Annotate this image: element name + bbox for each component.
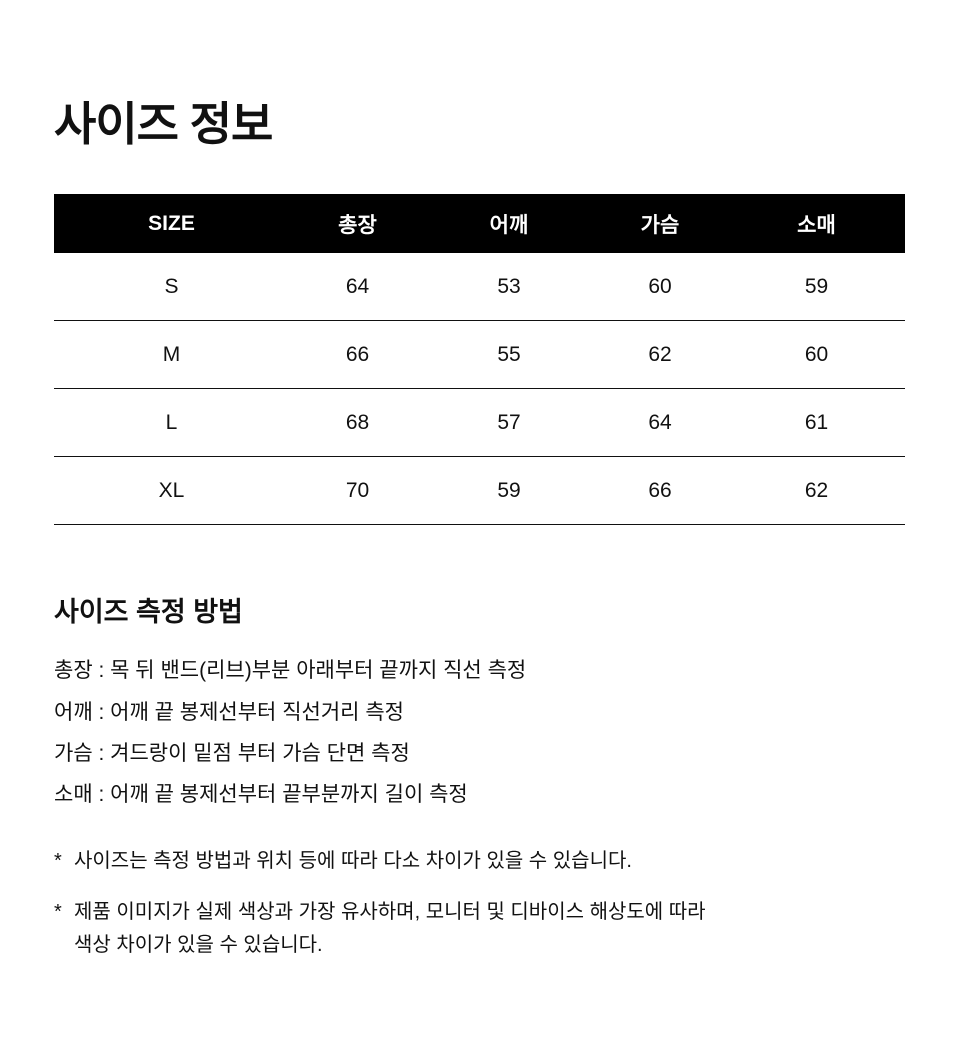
measure-line: 총장 : 목 뒤 밴드(리브)부분 아래부터 끝까지 직선 측정 — [54, 659, 527, 682]
size-table: SIZE 총장 어깨 가슴 소매 S 64 53 60 59 M 66 55 62 60 L 68… — [54, 194, 905, 525]
header-size: SIZE — [54, 194, 289, 253]
cell: S — [54, 253, 289, 321]
cell: 53 — [426, 253, 592, 321]
cell: 62 — [592, 320, 728, 389]
measure-line: 가슴 : 겨드랑이 밑점 부터 가슴 단면 측정 — [54, 742, 410, 765]
cell: 64 — [289, 253, 426, 321]
header-length: 총장 — [289, 194, 426, 253]
cell: 62 — [728, 456, 905, 525]
table-row: M 66 55 62 60 — [54, 320, 905, 389]
table-row: S 64 53 60 59 — [54, 253, 905, 321]
note-text: 사이즈는 측정 방법과 위치 등에 따라 다소 차이가 있을 수 있습니다. — [74, 850, 632, 872]
measure-title: 사이즈 측정 방법 — [54, 597, 243, 627]
cell: 60 — [592, 253, 728, 321]
cell: 59 — [426, 456, 592, 525]
cell: 55 — [426, 320, 592, 389]
table-header-row: SIZE 총장 어깨 가슴 소매 — [54, 194, 905, 253]
cell: M — [54, 320, 289, 389]
note-2: * 제품 이미지가 실제 색상과 가장 유사하며, 모니터 및 디바이스 해상도에… — [54, 896, 706, 962]
cell: XL — [54, 456, 289, 525]
cell: 66 — [592, 456, 728, 525]
table-row: XL 70 59 66 62 — [54, 456, 905, 525]
cell: 60 — [728, 320, 905, 389]
cell: 70 — [289, 456, 426, 525]
cell: L — [54, 388, 289, 457]
cell: 66 — [289, 320, 426, 389]
cell: 68 — [289, 388, 426, 457]
measure-line: 소매 : 어깨 끝 봉제선부터 끝부분까지 길이 측정 — [54, 783, 468, 806]
header-chest: 가슴 — [592, 194, 728, 253]
note-text: 제품 이미지가 실제 색상과 가장 유사하며, 모니터 및 디바이스 해상도에 … — [74, 901, 706, 923]
note-text: 색상 차이가 있을 수 있습니다. — [74, 934, 323, 956]
cell: 59 — [728, 253, 905, 321]
measure-line: 어깨 : 어깨 끝 봉제선부터 직선거리 측정 — [54, 701, 404, 724]
bullet-icon: * — [54, 901, 62, 923]
header-shoulder: 어깨 — [426, 194, 592, 253]
cell: 57 — [426, 388, 592, 457]
bullet-icon: * — [54, 850, 62, 872]
cell: 61 — [728, 388, 905, 457]
note-1: * 사이즈는 측정 방법과 위치 등에 따라 다소 차이가 있을 수 있습니다. — [54, 845, 632, 878]
cell: 64 — [592, 388, 728, 457]
table-row: L 68 57 64 61 — [54, 388, 905, 457]
page-title: 사이즈 정보 — [54, 98, 273, 150]
header-sleeve: 소매 — [728, 194, 905, 253]
